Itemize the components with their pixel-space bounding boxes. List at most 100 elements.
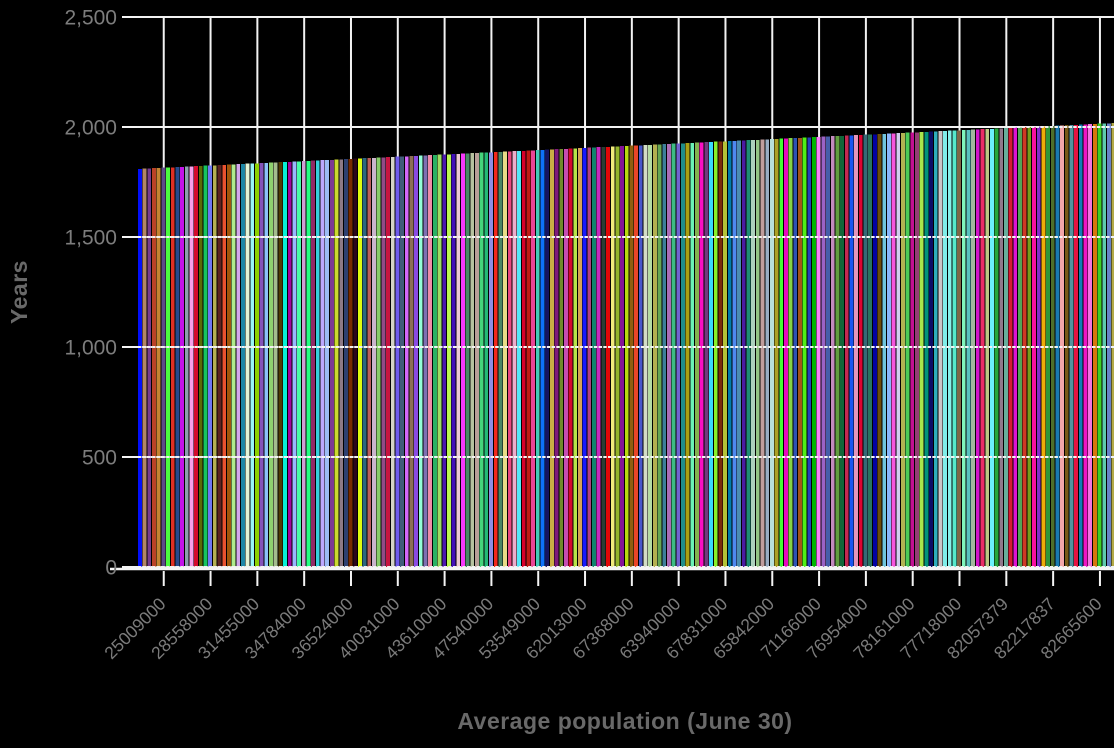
bar-year-1975[interactable]: [910, 132, 915, 568]
bar-year-1908[interactable]: [596, 147, 601, 568]
bar-year-1919[interactable]: [648, 144, 653, 567]
bar-year-1944[interactable]: [765, 139, 770, 567]
bar-year-1986[interactable]: [961, 130, 966, 567]
bar-year-1820[interactable]: [184, 166, 189, 567]
bar-year-1870[interactable]: [418, 155, 423, 567]
bar-year-1983[interactable]: [947, 130, 952, 568]
bar-year-1861[interactable]: [376, 157, 381, 567]
bar-year-1884[interactable]: [484, 152, 489, 567]
bar-year-1862[interactable]: [381, 157, 386, 568]
bar-year-1813[interactable]: [152, 168, 156, 567]
bar-year-1925[interactable]: [676, 143, 681, 568]
bar-year-1990[interactable]: [980, 129, 985, 567]
bar-year-1918[interactable]: [643, 145, 648, 568]
bar-year-1956[interactable]: [821, 136, 826, 567]
bar-year-1857[interactable]: [358, 158, 362, 567]
bar-year-1855[interactable]: [348, 158, 353, 567]
bar-year-1841[interactable]: [283, 161, 287, 568]
bar-year-1819[interactable]: [180, 166, 184, 567]
bar-year-1848[interactable]: [315, 160, 320, 567]
bar-year-1947[interactable]: [779, 138, 784, 567]
bar-year-1982[interactable]: [943, 130, 947, 567]
bar-year-1858[interactable]: [362, 158, 367, 568]
bar-year-1974[interactable]: [905, 132, 910, 567]
bar-year-1969[interactable]: [882, 133, 887, 567]
bar-year-1869[interactable]: [414, 155, 419, 567]
bar-year-1953[interactable]: [807, 137, 812, 567]
bar-year-1846[interactable]: [306, 160, 311, 567]
bar-year-1889[interactable]: [507, 151, 512, 568]
bar-year-1913[interactable]: [620, 146, 624, 567]
bar-year-2016[interactable]: [1102, 123, 1107, 567]
bar-year-1923[interactable]: [666, 143, 671, 567]
bar-year-1938[interactable]: [737, 140, 742, 567]
bar-year-1888[interactable]: [503, 151, 507, 567]
bar-year-1910[interactable]: [606, 146, 610, 568]
bar-year-2015[interactable]: [1097, 123, 1102, 567]
bar-year-1814[interactable]: [156, 167, 161, 568]
bar-year-1904[interactable]: [578, 148, 582, 567]
bar-year-2014[interactable]: [1092, 123, 1097, 568]
bar-year-1880[interactable]: [465, 153, 470, 567]
bar-year-1981[interactable]: [938, 131, 943, 567]
bar-year-1958[interactable]: [830, 136, 835, 568]
bar-year-1899[interactable]: [554, 149, 559, 567]
bar-year-1886[interactable]: [493, 152, 498, 567]
bar-year-1985[interactable]: [957, 130, 962, 568]
bar-year-1914[interactable]: [624, 145, 629, 568]
bar-year-1894[interactable]: [531, 150, 536, 567]
bar-year-1935[interactable]: [723, 141, 727, 568]
bar-year-1965[interactable]: [863, 134, 868, 567]
bar-year-1847[interactable]: [311, 160, 316, 567]
bar-year-1897[interactable]: [545, 149, 550, 567]
bar-year-1951[interactable]: [798, 137, 802, 567]
bar-year-1926[interactable]: [680, 143, 685, 567]
bar-year-1972[interactable]: [896, 133, 901, 567]
bar-year-1933[interactable]: [713, 141, 718, 568]
bar-year-1853[interactable]: [339, 159, 344, 567]
bar-year-2018[interactable]: [1111, 123, 1114, 567]
bar-year-2017[interactable]: [1106, 123, 1111, 567]
bar-year-1963[interactable]: [854, 135, 859, 567]
bar-year-1941[interactable]: [751, 139, 756, 568]
bar-year-1921[interactable]: [657, 144, 662, 567]
bar-year-1927[interactable]: [685, 143, 690, 567]
bar-year-1836[interactable]: [259, 163, 264, 567]
bar-year-1950[interactable]: [793, 138, 798, 567]
bar-year-1849[interactable]: [320, 160, 325, 567]
bar-year-1895[interactable]: [535, 150, 540, 567]
bar-year-1872[interactable]: [428, 155, 433, 567]
bar-year-1843[interactable]: [292, 161, 297, 568]
bar-year-1867[interactable]: [404, 156, 409, 567]
bar-year-2012[interactable]: [1083, 124, 1088, 568]
bar-year-1822[interactable]: [194, 166, 199, 567]
bar-year-2013[interactable]: [1088, 124, 1093, 567]
bar-year-2011[interactable]: [1078, 124, 1083, 567]
bar-year-1815[interactable]: [161, 167, 166, 567]
bar-year-1829[interactable]: [226, 164, 231, 567]
bar-year-1835[interactable]: [255, 163, 259, 568]
bar-year-1824[interactable]: [203, 165, 208, 567]
bar-year-1892[interactable]: [521, 150, 526, 567]
bar-year-1952[interactable]: [802, 137, 807, 567]
bar-year-1911[interactable]: [610, 146, 615, 567]
bar-year-1852[interactable]: [334, 159, 339, 567]
bar-year-1966[interactable]: [868, 134, 873, 568]
bar-year-1833[interactable]: [245, 163, 250, 568]
bar-year-1937[interactable]: [732, 140, 737, 568]
bar-year-1818[interactable]: [175, 167, 180, 568]
bar-year-1989[interactable]: [975, 129, 980, 568]
bar-year-1865[interactable]: [395, 156, 400, 567]
bar-year-1875[interactable]: [442, 154, 447, 568]
bar-year-1970[interactable]: [886, 133, 891, 567]
bar-year-1931[interactable]: [704, 142, 709, 567]
bar-year-1864[interactable]: [390, 156, 395, 568]
bar-year-1842[interactable]: [287, 161, 292, 567]
bar-year-1916[interactable]: [634, 145, 639, 568]
bar-year-1976[interactable]: [915, 132, 919, 567]
bar-year-1978[interactable]: [924, 131, 929, 567]
bar-year-1878[interactable]: [456, 153, 461, 567]
bar-year-1874[interactable]: [437, 154, 442, 567]
bar-year-1984[interactable]: [952, 130, 957, 567]
bar-year-1812[interactable]: [147, 168, 152, 568]
